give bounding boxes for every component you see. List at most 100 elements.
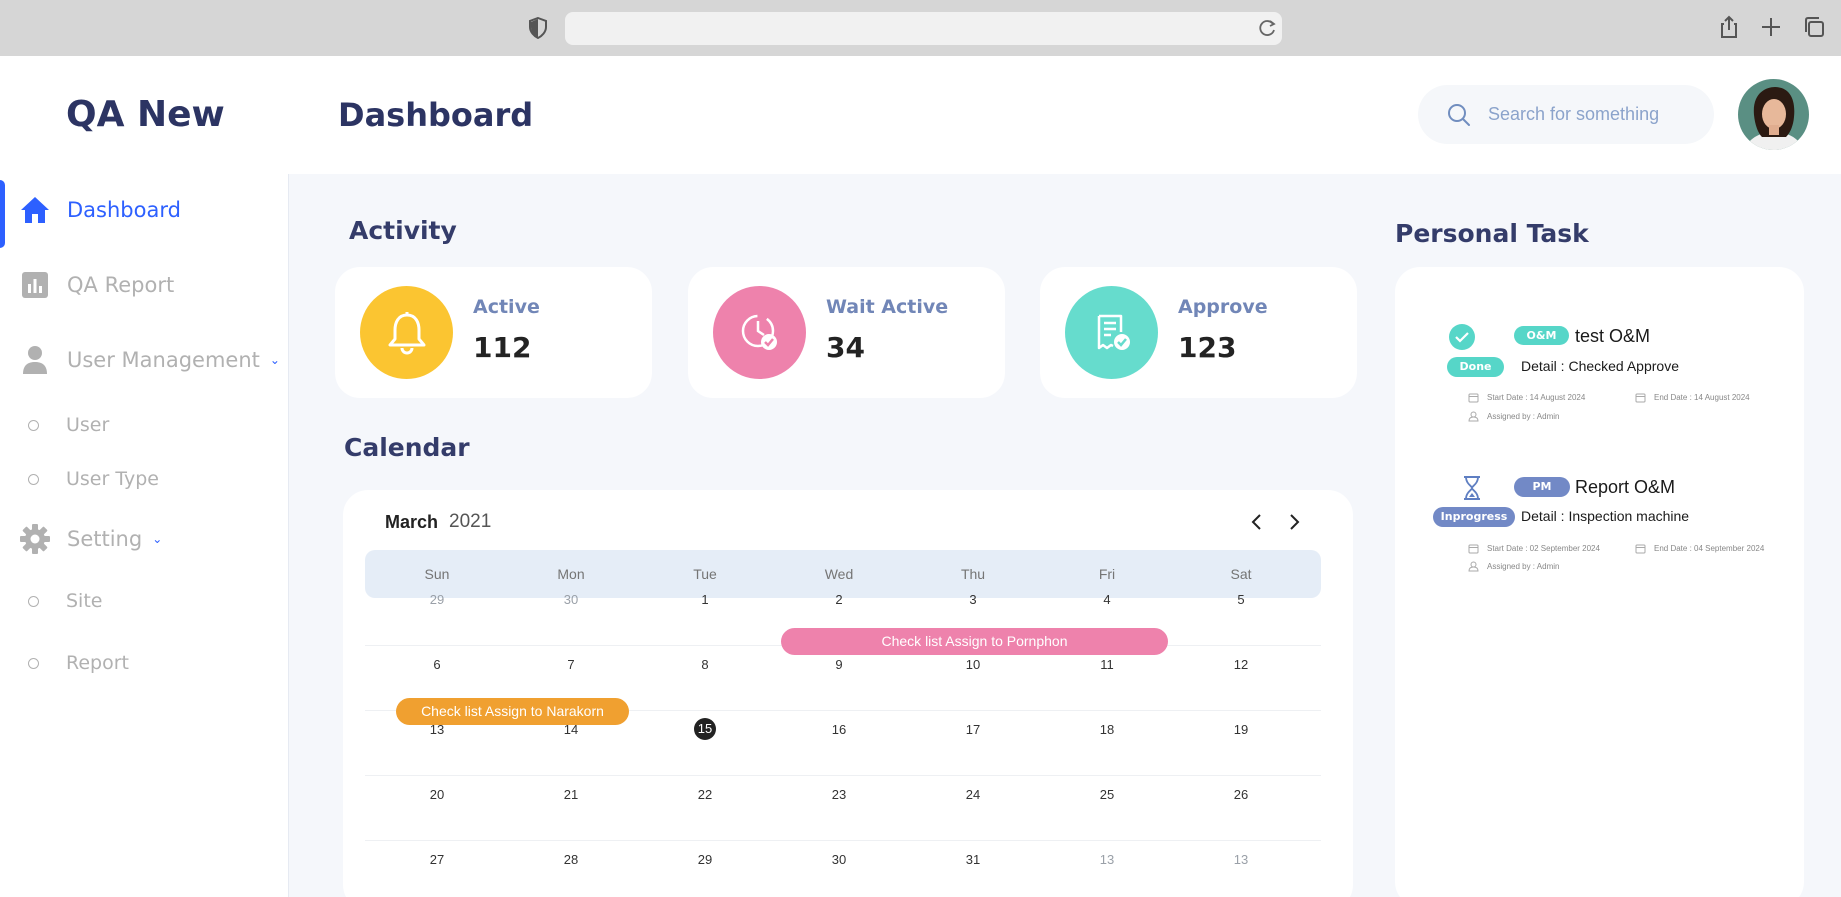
activity-card-wait-active[interactable]: Wait Active 34 bbox=[688, 267, 1005, 398]
gear-icon bbox=[20, 524, 50, 554]
document-check-icon bbox=[1065, 286, 1158, 379]
browser-toolbar bbox=[0, 0, 1841, 56]
calendar-icon bbox=[1468, 393, 1479, 403]
activity-label: Active bbox=[473, 296, 540, 318]
weekday-label: Sat bbox=[1230, 566, 1252, 582]
calendar-day[interactable]: 3 bbox=[969, 592, 977, 607]
search-input[interactable] bbox=[1488, 85, 1698, 144]
calendar-day[interactable]: 29 bbox=[697, 852, 713, 867]
share-icon[interactable] bbox=[1716, 14, 1742, 40]
calendar-year: 2021 bbox=[449, 511, 492, 532]
address-bar[interactable] bbox=[565, 12, 1282, 45]
calendar-day[interactable]: 10 bbox=[965, 657, 981, 672]
calendar-icon bbox=[1635, 544, 1646, 554]
calendar-day[interactable]: 13 bbox=[429, 722, 445, 737]
activity-card-active[interactable]: Active 112 bbox=[335, 267, 652, 398]
hourglass-icon bbox=[1464, 476, 1480, 500]
sidebar-subitem-user-type[interactable]: User Type bbox=[28, 468, 159, 490]
calendar-event[interactable]: Check list Assign to Pornphon bbox=[781, 628, 1168, 655]
task-detail: Detail : Checked Approve bbox=[1521, 358, 1679, 374]
calendar-day[interactable]: 14 bbox=[563, 722, 579, 737]
activity-value: 34 bbox=[826, 331, 865, 364]
calendar-day[interactable]: 17 bbox=[965, 722, 981, 737]
sidebar-item-user-management[interactable]: User Management ⌄ bbox=[0, 345, 280, 375]
avatar[interactable] bbox=[1738, 79, 1809, 150]
calendar-day[interactable]: 27 bbox=[429, 852, 445, 867]
check-circle-icon bbox=[1449, 324, 1475, 350]
calendar-icon bbox=[1468, 544, 1479, 554]
calendar-day[interactable]: 29 bbox=[429, 592, 445, 607]
sidebar-subitem-site[interactable]: Site bbox=[28, 590, 102, 612]
calendar-day[interactable]: 30 bbox=[563, 592, 579, 607]
sidebar: Dashboard QA Report User Management ⌄ Us… bbox=[0, 174, 289, 897]
calendar-prev-button[interactable] bbox=[1242, 508, 1270, 536]
reload-icon[interactable] bbox=[1258, 18, 1278, 38]
calendar-heading: Calendar bbox=[344, 433, 470, 462]
tabs-overview-icon[interactable] bbox=[1801, 14, 1827, 40]
calendar-day[interactable]: 26 bbox=[1233, 787, 1249, 802]
personal-task-heading: Personal Task bbox=[1395, 219, 1589, 248]
sidebar-subitem-label: User Type bbox=[66, 468, 159, 490]
task-end-date: End Date : 04 September 2024 bbox=[1635, 543, 1764, 554]
calendar-day[interactable]: 2 bbox=[835, 592, 843, 607]
calendar-next-button[interactable] bbox=[1281, 508, 1309, 536]
calendar-day-today[interactable]: 15 bbox=[694, 718, 716, 740]
calendar-day[interactable]: 31 bbox=[965, 852, 981, 867]
calendar-day[interactable]: 4 bbox=[1103, 592, 1111, 607]
task-tag: O&M bbox=[1514, 326, 1569, 345]
calendar-day[interactable]: 22 bbox=[697, 787, 713, 802]
task-start-date: Start Date : 14 August 2024 bbox=[1468, 392, 1585, 403]
user-icon bbox=[20, 345, 50, 375]
calendar-day[interactable]: 11 bbox=[1100, 657, 1114, 672]
shield-icon bbox=[529, 17, 547, 39]
activity-heading: Activity bbox=[349, 216, 457, 245]
search-icon bbox=[1448, 104, 1470, 126]
sidebar-item-setting[interactable]: Setting ⌄ bbox=[0, 524, 162, 554]
calendar-event[interactable]: Check list Assign to Narakorn bbox=[396, 698, 629, 725]
bullet-icon bbox=[28, 419, 39, 431]
new-tab-icon[interactable] bbox=[1758, 14, 1784, 40]
task-name: test O&M bbox=[1575, 326, 1651, 346]
task-name: Report O&M bbox=[1575, 477, 1676, 497]
calendar-row-divider bbox=[365, 710, 1321, 711]
calendar-day[interactable]: 19 bbox=[1233, 722, 1249, 737]
search-box[interactable] bbox=[1418, 85, 1714, 144]
calendar-weekday-header: Sun Mon Tue Wed Thu Fri Sat bbox=[365, 550, 1321, 598]
calendar-day[interactable]: 9 bbox=[835, 657, 843, 672]
calendar-day[interactable]: 13 bbox=[1099, 852, 1115, 867]
calendar-day[interactable]: 16 bbox=[831, 722, 847, 737]
activity-card-approve[interactable]: Approve 123 bbox=[1040, 267, 1357, 398]
task-tag: PM bbox=[1514, 477, 1570, 497]
calendar-day[interactable]: 21 bbox=[563, 787, 579, 802]
task-assigned-by: Assigned by : Admin bbox=[1468, 561, 1559, 572]
task-end-date: End Date : 14 August 2024 bbox=[1635, 392, 1750, 403]
bullet-icon bbox=[28, 473, 39, 485]
sidebar-item-qa-report[interactable]: QA Report bbox=[0, 270, 174, 300]
calendar-day[interactable]: 8 bbox=[701, 657, 709, 672]
sidebar-subitem-report[interactable]: Report bbox=[28, 652, 129, 674]
calendar-day[interactable]: 18 bbox=[1099, 722, 1115, 737]
calendar-day[interactable]: 30 bbox=[831, 852, 847, 867]
home-icon bbox=[20, 195, 50, 225]
calendar-day[interactable]: 5 bbox=[1237, 592, 1245, 607]
calendar-icon bbox=[1635, 393, 1646, 403]
calendar-day[interactable]: 24 bbox=[965, 787, 981, 802]
sidebar-item-label: User Management bbox=[67, 348, 260, 372]
task-start-date: Start Date : 02 September 2024 bbox=[1468, 543, 1600, 554]
calendar-day[interactable]: 7 bbox=[567, 657, 575, 672]
bell-icon bbox=[360, 286, 453, 379]
calendar-day[interactable]: 25 bbox=[1099, 787, 1115, 802]
calendar-month: March bbox=[385, 512, 439, 532]
sidebar-subitem-user[interactable]: User bbox=[28, 414, 109, 436]
calendar-day[interactable]: 20 bbox=[429, 787, 445, 802]
calendar-day[interactable]: 23 bbox=[831, 787, 847, 802]
sidebar-subitem-label: Site bbox=[66, 590, 103, 612]
sidebar-item-dashboard[interactable]: Dashboard bbox=[0, 195, 181, 225]
calendar-day[interactable]: 28 bbox=[563, 852, 579, 867]
calendar-day[interactable]: 12 bbox=[1233, 657, 1249, 672]
activity-label: Approve bbox=[1178, 296, 1268, 318]
calendar-day[interactable]: 6 bbox=[433, 657, 441, 672]
weekday-label: Mon bbox=[557, 566, 585, 582]
calendar-day[interactable]: 1 bbox=[701, 592, 709, 607]
calendar-day[interactable]: 13 bbox=[1233, 852, 1249, 867]
